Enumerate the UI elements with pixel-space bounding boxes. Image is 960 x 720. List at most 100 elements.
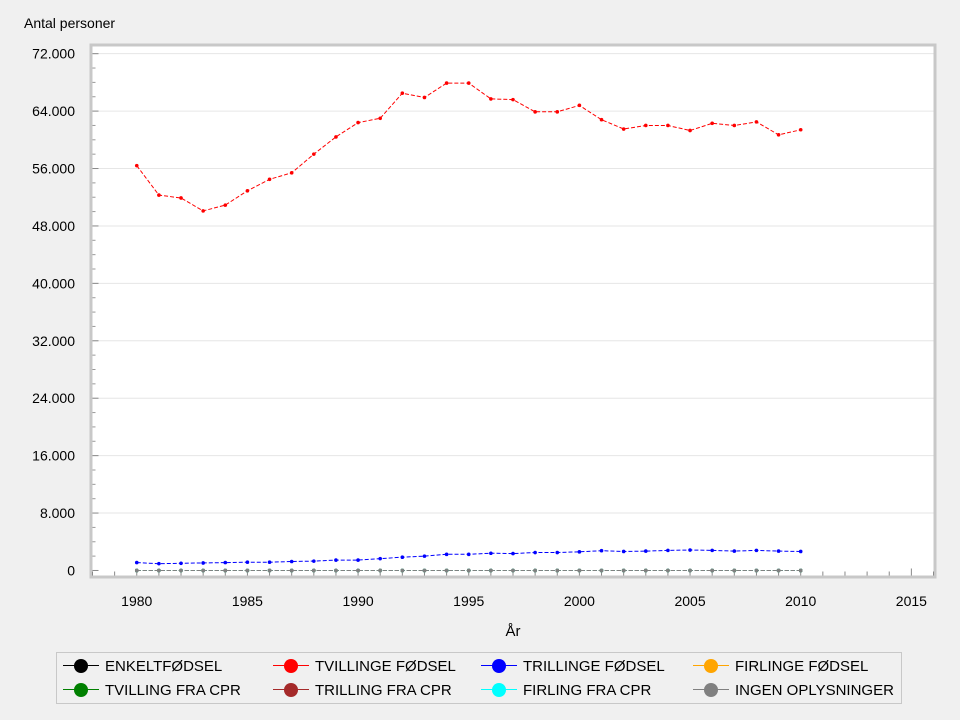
plot-area-border — [89, 43, 937, 579]
y-tick-label: 40.000 — [32, 275, 75, 291]
series-2-point — [489, 551, 493, 556]
legend-item: INGEN OPLYSNINGER — [693, 679, 894, 701]
series-2-point — [422, 554, 427, 558]
series-2-point — [245, 560, 250, 565]
y-tick-label: 64.000 — [32, 103, 75, 119]
legend-swatch — [481, 679, 517, 701]
series-2-point — [466, 552, 471, 557]
legend-marker-icon — [492, 659, 506, 673]
series-1-point — [422, 95, 427, 100]
legend-item: TRILLING FRA CPR — [273, 679, 452, 701]
legend-swatch — [63, 679, 99, 701]
series-2-point — [732, 549, 737, 553]
axes: 0 8.000 16.000 24.000 32.000 40.000 48.000 56.0… — [32, 46, 934, 609]
series-1-point — [157, 193, 161, 197]
series-1-point — [533, 110, 537, 114]
series-7-point — [134, 568, 139, 573]
series-1-point — [776, 132, 781, 137]
series-7-point — [489, 568, 493, 573]
series-1-point — [643, 123, 648, 128]
legend-marker-icon — [74, 683, 88, 697]
x-tick-label: 2005 — [674, 593, 705, 609]
y-tick-label: 16.000 — [32, 448, 75, 464]
x-tick-label: 2010 — [785, 593, 816, 609]
legend-label: INGEN OPLYSNINGER — [735, 681, 894, 699]
series-7-point — [157, 568, 161, 573]
series-1-point — [599, 117, 604, 122]
y-tick-label: 24.000 — [32, 390, 75, 406]
legend-label: FIRLINGE FØDSEL — [735, 657, 869, 675]
legend-marker-icon — [74, 659, 88, 673]
series-2-point — [577, 550, 582, 554]
series-7-point — [334, 568, 338, 573]
series-2-point — [511, 551, 515, 556]
series-7-point — [422, 568, 427, 573]
y-tick-label: 72.000 — [32, 46, 75, 62]
legend-swatch — [693, 679, 729, 701]
legend-item: TVILLINGE FØDSEL — [273, 655, 456, 677]
series-2-point — [798, 549, 803, 554]
grid-lines — [92, 53, 934, 514]
series-1-point — [334, 135, 338, 139]
series-2-point — [643, 549, 648, 553]
y-tick-label: 48.000 — [32, 218, 75, 234]
legend-item: FIRLING FRA CPR — [481, 679, 651, 701]
series-2-point — [776, 549, 781, 553]
series-7-point — [201, 568, 205, 573]
legend-swatch — [693, 655, 729, 677]
legend-marker-icon — [284, 659, 298, 673]
series-2-point — [223, 560, 228, 565]
series-2-point — [289, 559, 294, 564]
series-1-point — [710, 121, 714, 126]
series-1-point — [400, 91, 405, 95]
legend-swatch — [481, 655, 517, 677]
series-1-point — [798, 127, 803, 132]
y-tick-label: 0 — [67, 562, 75, 578]
legend-label: TRILLING FRA CPR — [315, 681, 452, 699]
series-2-point — [533, 550, 537, 555]
legend-swatch — [63, 655, 99, 677]
series-7-point — [444, 568, 449, 573]
series-2-point — [179, 561, 183, 566]
series-7-point — [378, 568, 383, 573]
series-2-point — [599, 548, 604, 553]
series-7-point — [798, 568, 803, 573]
x-tick-label: 1980 — [121, 593, 152, 609]
series-2-point — [378, 556, 383, 561]
series-7-point — [511, 568, 515, 573]
series-7-point — [577, 568, 582, 573]
series-7-point — [732, 568, 737, 573]
series-2-point — [666, 548, 670, 553]
series-2-point — [621, 549, 626, 554]
series-1-point — [356, 120, 360, 125]
series-1-point — [245, 188, 250, 193]
series-1-point — [289, 171, 294, 175]
legend-label: FIRLING FRA CPR — [523, 681, 652, 699]
legend-swatch — [273, 655, 309, 677]
series-1-point — [378, 116, 383, 121]
series-7-point — [776, 568, 781, 573]
series-group — [134, 81, 803, 573]
legend-label: TVILLING FRA CPR — [105, 681, 241, 699]
series-7-point — [621, 568, 626, 573]
series-2-point — [334, 558, 338, 562]
series-2-point — [312, 559, 316, 563]
series-2-point — [710, 548, 714, 553]
series-7-point — [245, 568, 250, 573]
series-7-point — [643, 568, 648, 573]
x-tick-label: 2000 — [564, 593, 595, 609]
series-2-point — [444, 552, 449, 557]
legend-item: ENKELTFØDSEL — [63, 655, 222, 677]
legend-item: TVILLING FRA CPR — [63, 679, 241, 701]
series-7-point — [533, 568, 537, 573]
x-tick-label: 2015 — [896, 593, 927, 609]
series-2-point — [400, 555, 405, 559]
y-tick-label: 56.000 — [32, 161, 75, 177]
series-7-point — [688, 568, 692, 573]
plot-area — [92, 46, 934, 576]
series-2-point — [555, 550, 560, 555]
series-1-point — [577, 103, 582, 108]
series-7-point — [599, 568, 604, 573]
legend-marker-icon — [704, 659, 718, 673]
